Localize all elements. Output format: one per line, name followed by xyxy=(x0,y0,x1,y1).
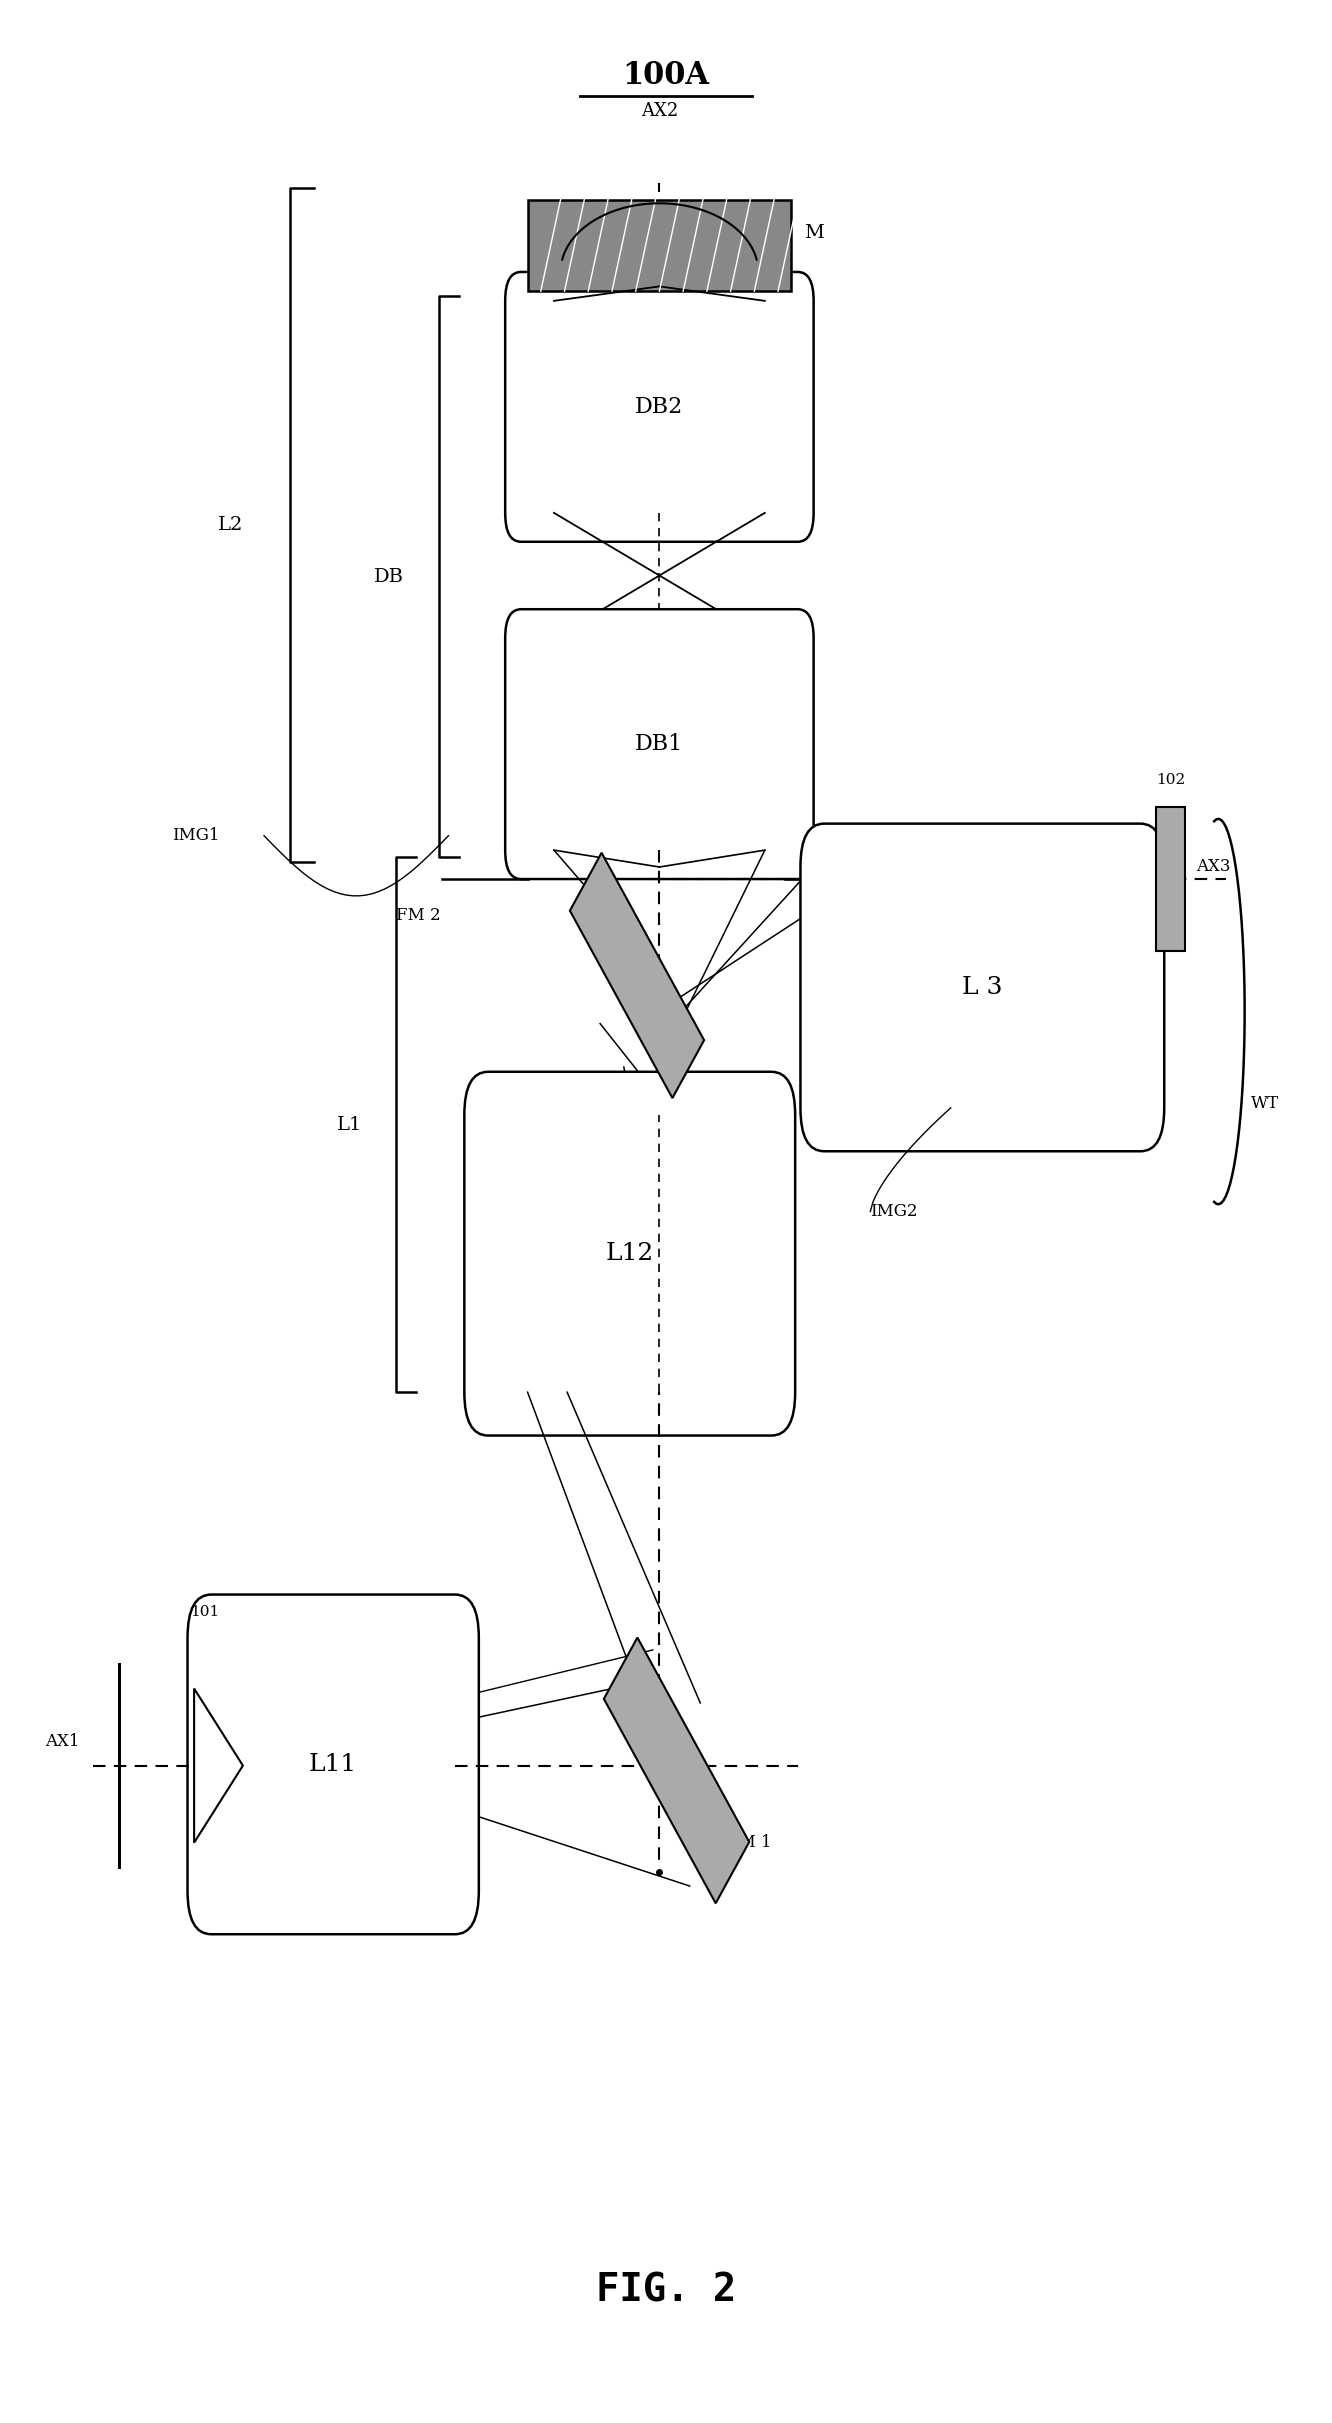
Text: M: M xyxy=(805,225,825,242)
FancyBboxPatch shape xyxy=(505,608,814,880)
Text: DB: DB xyxy=(374,567,404,586)
Text: IMG2: IMG2 xyxy=(870,1202,918,1221)
FancyBboxPatch shape xyxy=(801,824,1164,1151)
Text: DB1: DB1 xyxy=(635,734,683,756)
Text: L1: L1 xyxy=(337,1115,362,1134)
Text: IMG1: IMG1 xyxy=(172,826,220,843)
Text: AX2: AX2 xyxy=(641,102,678,121)
Text: AX1: AX1 xyxy=(45,1732,80,1749)
Text: FM 2: FM 2 xyxy=(396,906,441,923)
Text: 102: 102 xyxy=(1156,773,1185,787)
Polygon shape xyxy=(603,1638,749,1904)
Text: 100A: 100A xyxy=(622,61,710,92)
Text: FM 1: FM 1 xyxy=(727,1834,771,1851)
FancyBboxPatch shape xyxy=(188,1594,478,1934)
Polygon shape xyxy=(194,1689,242,1841)
Text: L 3: L 3 xyxy=(962,976,1003,998)
FancyBboxPatch shape xyxy=(505,271,814,543)
Polygon shape xyxy=(570,853,705,1098)
Bar xyxy=(1156,807,1185,952)
Bar xyxy=(527,199,791,291)
FancyBboxPatch shape xyxy=(465,1071,795,1434)
Text: 101: 101 xyxy=(190,1604,220,1619)
Text: L11: L11 xyxy=(309,1752,357,1776)
Text: WT: WT xyxy=(1251,1095,1279,1112)
Text: L12: L12 xyxy=(606,1243,654,1265)
Text: FIG. 2: FIG. 2 xyxy=(595,2273,737,2309)
Text: DB2: DB2 xyxy=(635,395,683,417)
Text: AX3: AX3 xyxy=(1196,858,1231,875)
Text: L2: L2 xyxy=(218,516,244,533)
